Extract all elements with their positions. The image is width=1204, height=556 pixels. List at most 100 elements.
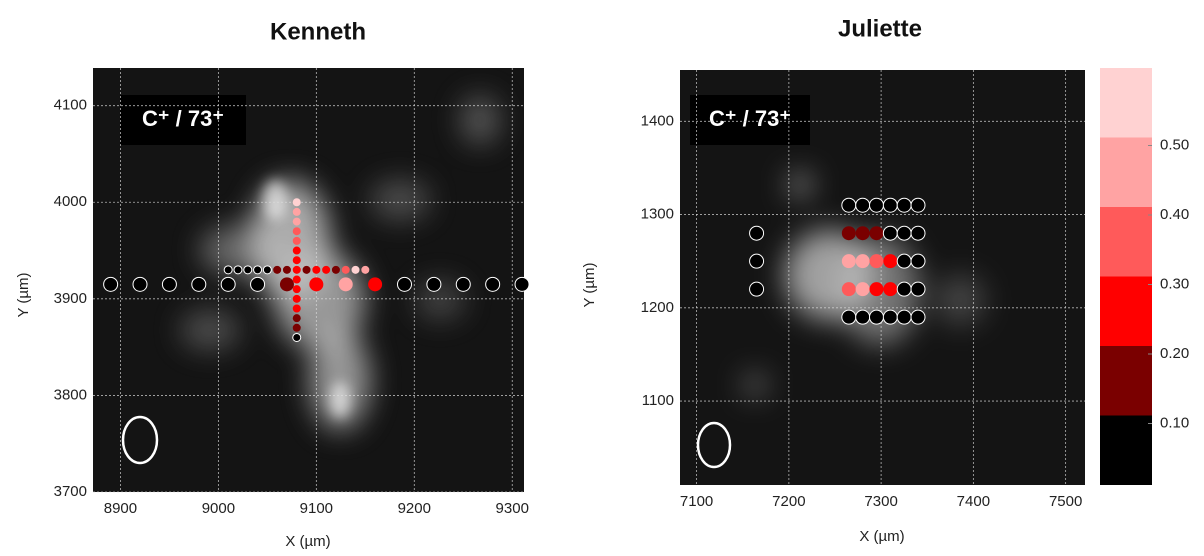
data-point <box>426 276 442 292</box>
colorbar-segment <box>1100 276 1152 346</box>
data-point <box>262 265 272 275</box>
data-point <box>749 225 765 241</box>
colorbar-segment <box>1100 415 1152 485</box>
colorbar-segment <box>1100 68 1152 138</box>
data-point <box>302 265 311 274</box>
colorbar-tick-label: 0.30 <box>1160 275 1189 292</box>
data-point <box>855 282 870 297</box>
data-point <box>882 309 898 325</box>
data-point <box>841 309 857 325</box>
data-point <box>351 265 360 274</box>
data-point <box>841 226 856 241</box>
x-tick-label: 9100 <box>300 500 333 517</box>
data-point <box>855 309 871 325</box>
data-point <box>883 254 898 269</box>
data-point <box>292 275 301 284</box>
y-tick-label: 4000 <box>54 193 87 210</box>
x-tick-label: 9200 <box>398 500 431 517</box>
image-right <box>680 70 1085 485</box>
x-axis-label: X (µm) <box>859 528 904 545</box>
data-point <box>223 265 233 275</box>
data-point <box>361 265 370 274</box>
x-tick-label: 8900 <box>104 500 137 517</box>
data-point <box>485 276 501 292</box>
data-point <box>896 197 912 213</box>
x-tick-label: 9000 <box>202 500 235 517</box>
y-tick-label: 3800 <box>54 386 87 403</box>
data-point <box>396 276 412 292</box>
x-tick-label: 9300 <box>496 500 529 517</box>
colorbar-tick-label: 0.10 <box>1160 414 1189 431</box>
annotation: C⁺ / 73⁺ <box>709 106 791 131</box>
data-point <box>292 198 301 207</box>
data-point <box>292 304 301 313</box>
data-point <box>161 276 177 292</box>
data-point <box>292 265 301 274</box>
y-tick-label: 1200 <box>641 299 674 316</box>
data-point <box>841 197 857 213</box>
y-tick-label: 1400 <box>641 112 674 129</box>
data-point <box>103 276 119 292</box>
data-point <box>253 265 263 275</box>
data-point <box>869 197 885 213</box>
data-point <box>341 265 350 274</box>
chart-title: Kenneth <box>270 18 366 45</box>
colorbar-segment <box>1100 346 1152 416</box>
data-point <box>749 281 765 297</box>
data-point <box>292 332 302 342</box>
data-point <box>292 323 301 332</box>
y-tick-label: 1300 <box>641 206 674 223</box>
y-tick-label: 3700 <box>54 483 87 500</box>
data-point <box>869 254 884 269</box>
data-point <box>869 309 885 325</box>
data-point <box>292 294 301 303</box>
data-point <box>279 277 294 292</box>
data-point <box>882 197 898 213</box>
data-point <box>841 254 856 269</box>
data-point <box>855 197 871 213</box>
data-point <box>250 276 266 292</box>
data-point <box>869 226 884 241</box>
data-point <box>514 276 530 292</box>
data-point <box>292 256 301 265</box>
data-point <box>368 277 383 292</box>
y-tick-label: 3900 <box>54 290 87 307</box>
x-tick-label: 7400 <box>957 493 990 510</box>
y-axis-label: Y (µm) <box>15 272 32 317</box>
data-point <box>273 265 282 274</box>
data-point <box>455 276 471 292</box>
data-point <box>869 282 884 297</box>
data-point <box>883 282 898 297</box>
data-point <box>292 246 301 255</box>
data-point <box>292 236 301 245</box>
x-tick-label: 7500 <box>1049 493 1082 510</box>
x-tick-label: 7300 <box>864 493 897 510</box>
data-point <box>749 253 765 269</box>
data-point <box>338 277 353 292</box>
data-point <box>292 314 301 323</box>
data-point <box>910 281 926 297</box>
x-tick-label: 7200 <box>772 493 805 510</box>
data-point <box>191 276 207 292</box>
data-point <box>910 309 926 325</box>
data-point <box>312 265 321 274</box>
data-point <box>282 265 291 274</box>
chart-title: Juliette <box>838 15 922 42</box>
data-point <box>331 265 340 274</box>
data-point <box>855 226 870 241</box>
annotation: C⁺ / 73⁺ <box>142 106 224 131</box>
y-axis-label: Y (µm) <box>581 262 598 307</box>
data-point <box>243 265 253 275</box>
data-point <box>855 254 870 269</box>
y-tick-label: 1100 <box>642 392 674 409</box>
data-point <box>910 197 926 213</box>
x-tick-label: 7100 <box>680 493 713 510</box>
data-point <box>220 276 236 292</box>
data-point <box>309 277 324 292</box>
colorbar-segment <box>1100 207 1152 277</box>
data-point <box>841 282 856 297</box>
data-point <box>910 253 926 269</box>
data-point <box>292 285 301 294</box>
data-point <box>896 309 912 325</box>
